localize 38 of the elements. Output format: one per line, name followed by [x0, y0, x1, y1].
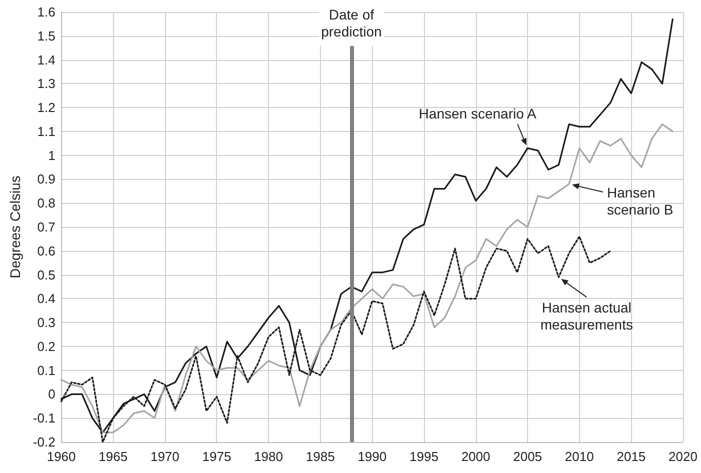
annotation: Hansen scenario B — [607, 184, 674, 218]
line-series — [60, 123, 674, 434]
y-tick-label: 0.3 — [37, 315, 56, 330]
y-tick-label: 1.6 — [37, 4, 56, 20]
y-tick-label: 0.7 — [37, 220, 56, 234]
y-tick-label: 0 — [48, 386, 56, 402]
y-tick-label: -0.2 — [32, 434, 56, 450]
y-tick-label: 1.5 — [37, 28, 56, 44]
y-tick-label: 1.3 — [37, 76, 56, 92]
x-tick-label: 2000 — [461, 449, 490, 464]
x-tick-label: 2015 — [616, 449, 646, 464]
x-tick-label: 2005 — [513, 449, 542, 464]
y-tick-label: -0.1 — [32, 410, 56, 426]
y-tick-label: 0.6 — [37, 243, 56, 258]
y-tick-label: 0.5 — [37, 267, 56, 282]
x-tick-label: 1965 — [98, 449, 128, 464]
x-tick-label: 2020 — [668, 449, 698, 464]
y-tick-label: 1 — [48, 148, 56, 163]
x-tick-label: 1990 — [358, 449, 387, 464]
x-tick-label: 1970 — [150, 449, 180, 464]
y-tick-label: 0.1 — [37, 362, 56, 378]
y-tick-label: 0.9 — [37, 172, 56, 187]
x-tick-label: 1975 — [202, 449, 232, 464]
x-tick-label: 1995 — [410, 449, 438, 464]
x-tick-label: 1985 — [306, 449, 335, 464]
ref-line-label: Date of prediction — [321, 6, 382, 40]
x-tick-label: 1960 — [46, 449, 76, 464]
x-tick-label: 2010 — [564, 449, 594, 464]
y-tick-label: 1.4 — [37, 52, 56, 68]
annotation: Hansen scenario A — [418, 106, 537, 122]
annotation: Hansen actual measurements — [540, 300, 633, 333]
y-tick-label: 0.8 — [37, 196, 56, 211]
y-axis-title: Degrees Celsius — [7, 176, 23, 278]
y-tick-label: 0.2 — [37, 338, 56, 354]
y-tick-label: 1.2 — [37, 100, 56, 116]
x-tick-label: 1980 — [254, 449, 283, 464]
y-tick-label: 0.4 — [37, 291, 56, 306]
y-tick-label: 1.1 — [37, 124, 56, 139]
